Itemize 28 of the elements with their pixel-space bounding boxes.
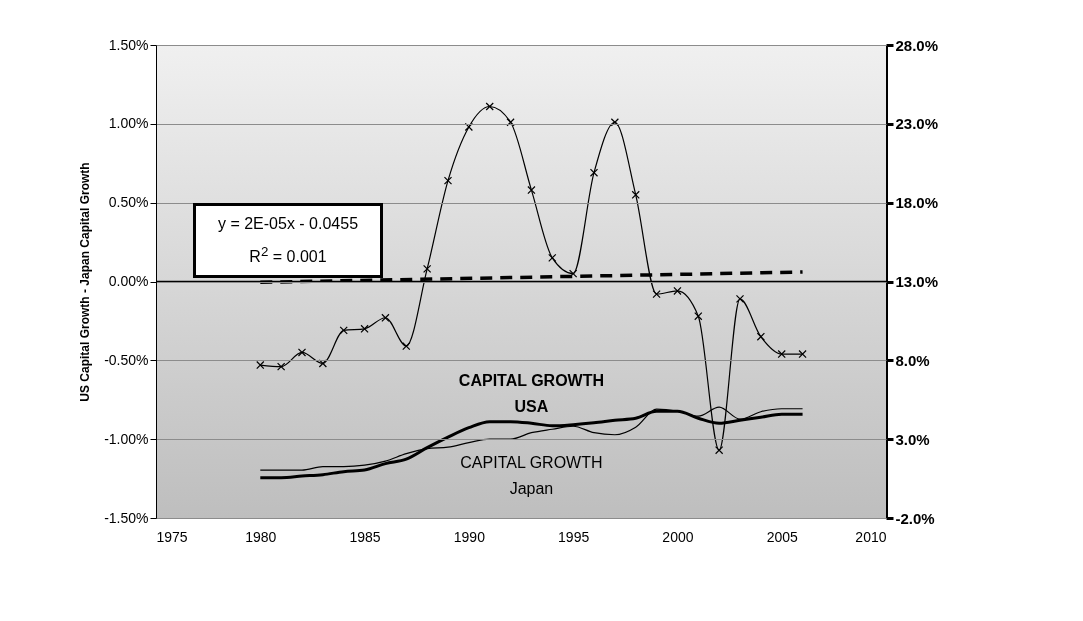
series-label: CAPITAL GROWTH USA bbox=[458, 372, 605, 416]
y-tick-label: 0.00% bbox=[108, 273, 149, 289]
x-tick-label: 2000 bbox=[662, 528, 694, 545]
x-tick-label: 2010 bbox=[855, 528, 887, 545]
y2-tick-label: 8.0% bbox=[895, 351, 930, 369]
y-axis-title: US Capital Growth - Japan Capital Growth bbox=[78, 162, 93, 402]
x-tick-label: 1980 bbox=[245, 528, 277, 545]
series-label: CAPITAL GROWTH Japan bbox=[460, 453, 603, 497]
x-tick-label: 1975 bbox=[156, 528, 188, 545]
y2-tick-label: 13.0% bbox=[895, 273, 939, 290]
text-box: y = 2E-05x - 0.0455 R$^{2}$ = 0.001 bbox=[193, 203, 383, 279]
annotation: y = 2E-05x - 0.0455 bbox=[216, 214, 360, 234]
annotation: R$^{2}$ = 0.001 bbox=[248, 243, 328, 268]
y-tick-label: 0.50% bbox=[108, 194, 149, 211]
y-tick-label: -1.00% bbox=[104, 430, 149, 447]
y2-tick-label: 28.0% bbox=[895, 36, 939, 54]
y2-tick-label: 18.0% bbox=[895, 194, 939, 212]
y-tick-label: 1.00% bbox=[108, 115, 149, 132]
y-tick-label: 1.50% bbox=[108, 36, 149, 53]
y-tick-label: -0.50% bbox=[104, 351, 149, 368]
x-tick-label: 1990 bbox=[453, 528, 486, 545]
y2-tick-label: 23.0% bbox=[895, 115, 939, 133]
y2-tick-label: 3.0% bbox=[895, 430, 930, 448]
y-tick-label: -1.50% bbox=[104, 509, 149, 526]
x-tick-label: 1995 bbox=[558, 528, 590, 545]
x-tick-label: 2005 bbox=[766, 528, 798, 545]
x-tick-label: 1985 bbox=[349, 528, 381, 545]
y2-tick-label: -2.0% bbox=[895, 509, 935, 527]
